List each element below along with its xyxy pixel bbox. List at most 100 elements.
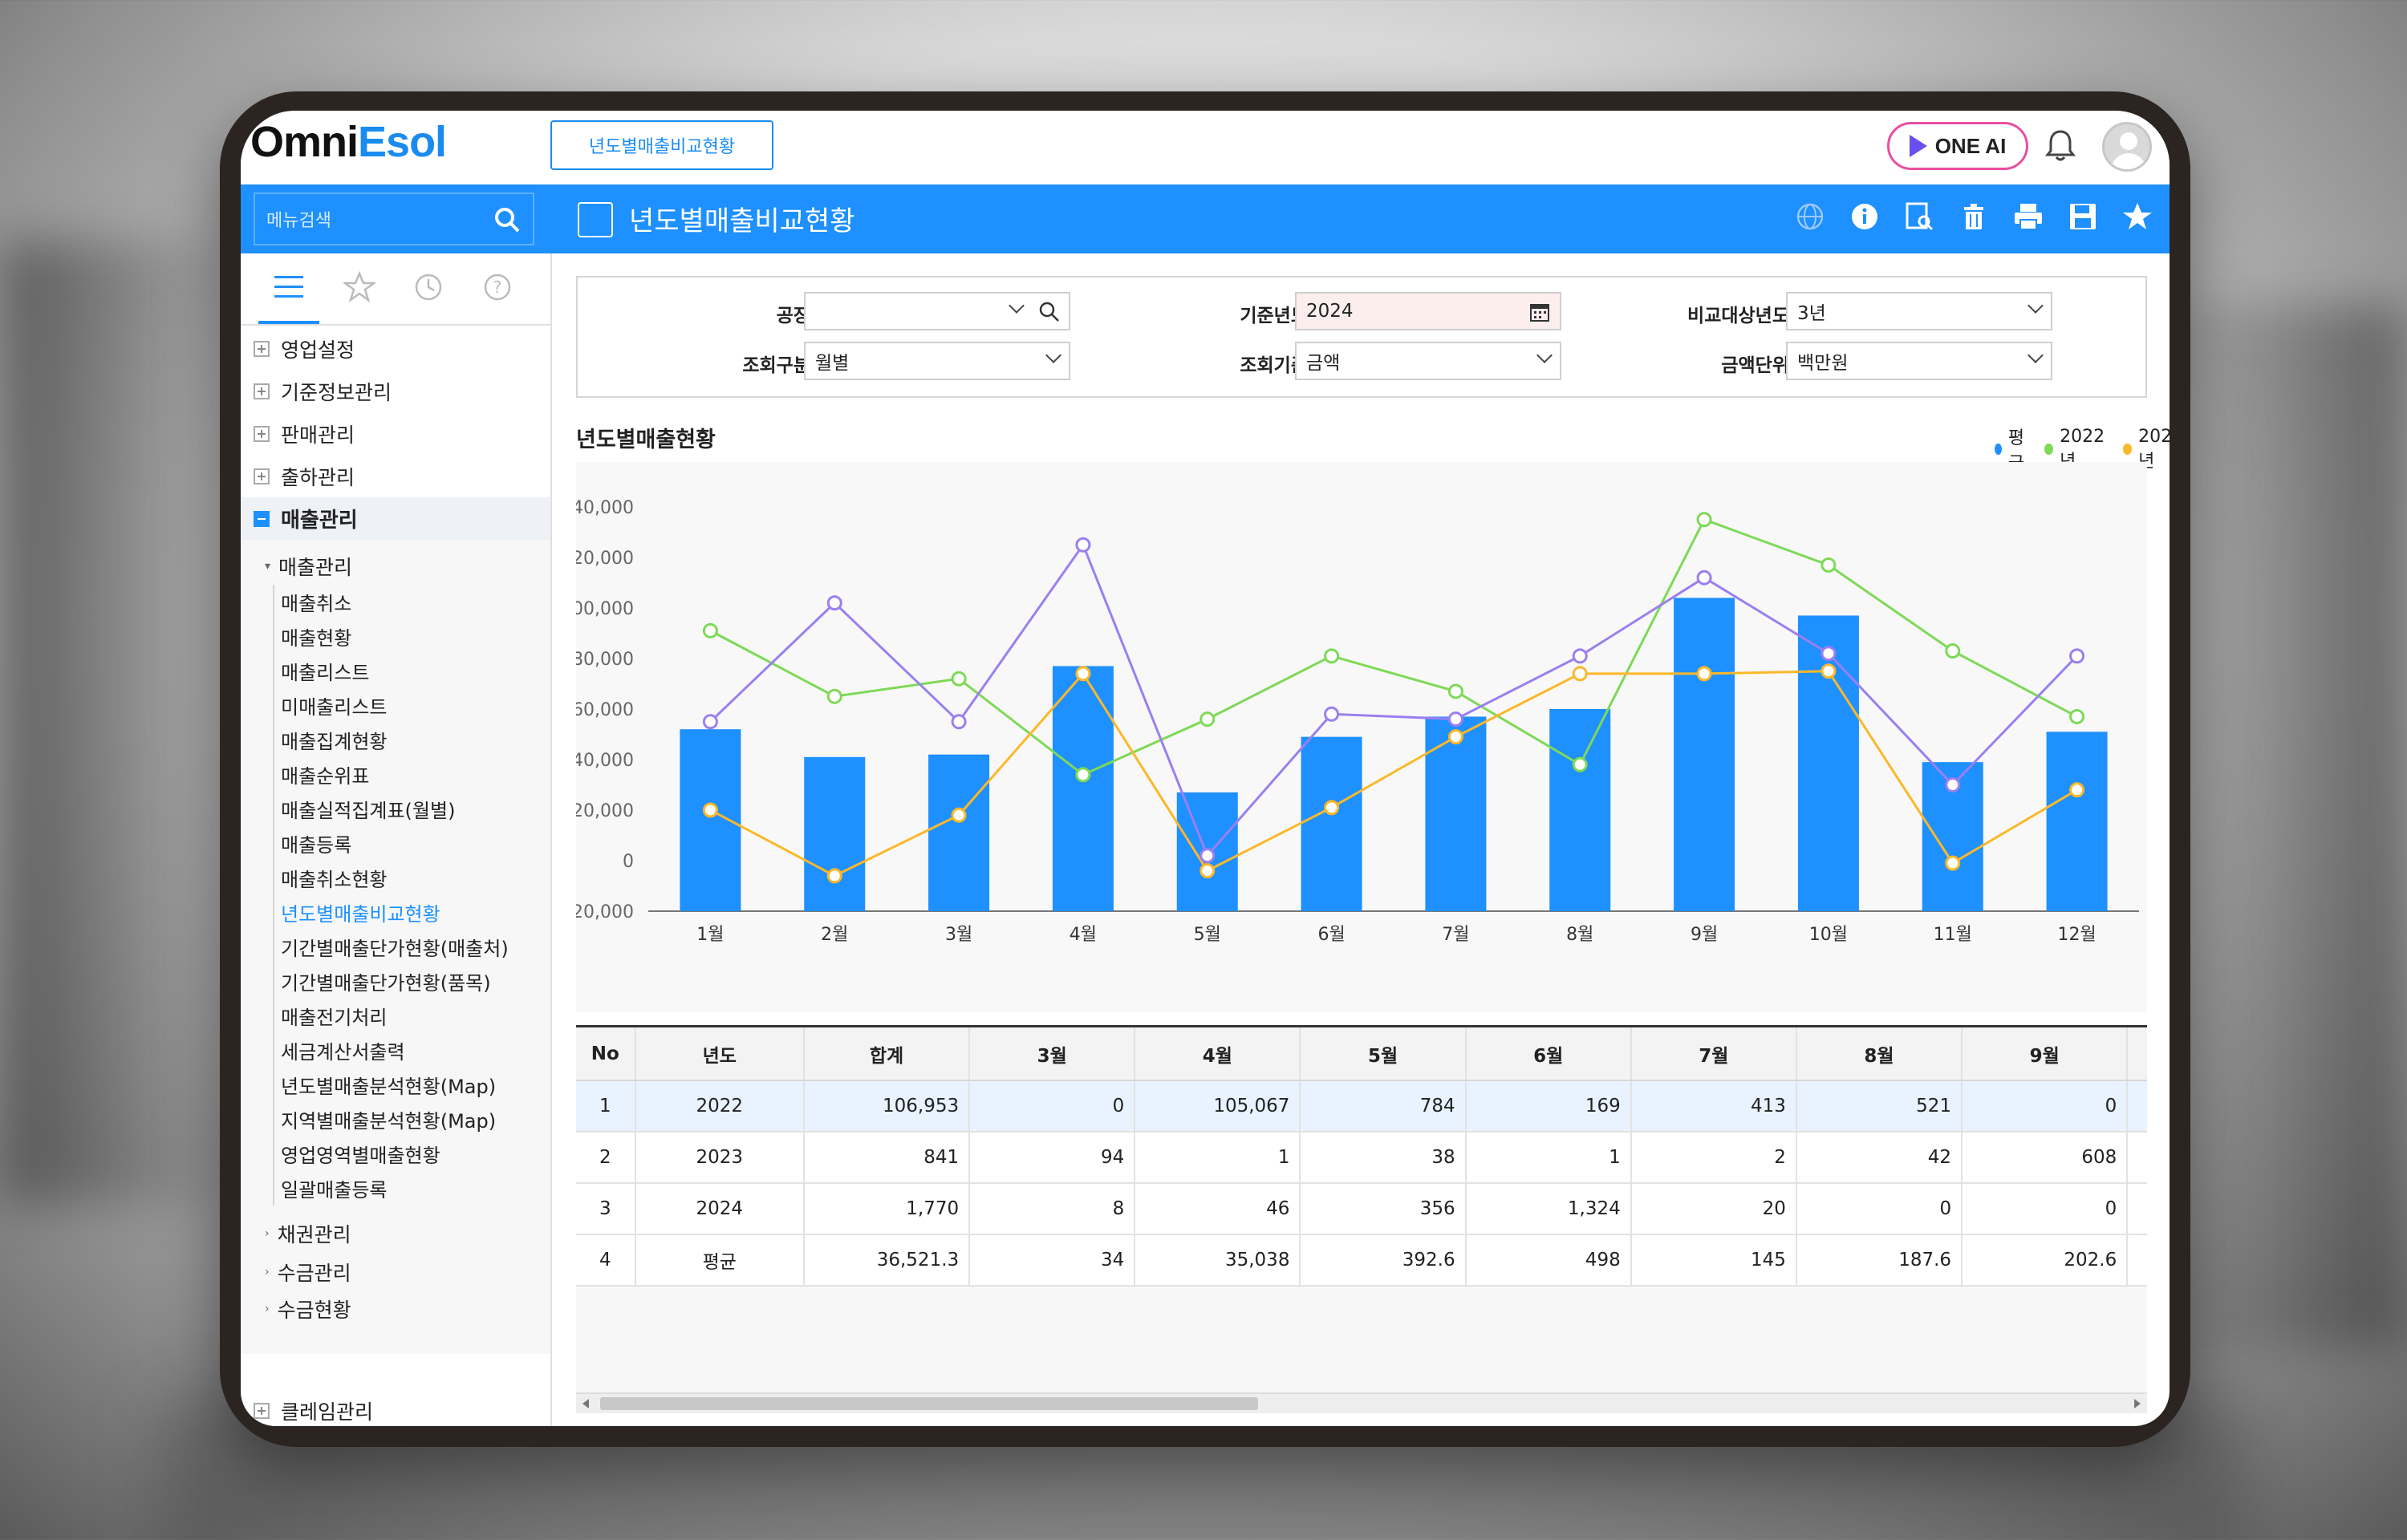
tab-history[interactable] xyxy=(398,271,459,324)
sales-chart: 140,000 120,000 100,000 80,000 60,000 40,000 2… xyxy=(561,498,2139,945)
menu-group-shipping[interactable]: 출하관리 xyxy=(241,455,550,497)
series-point xyxy=(1696,512,1712,528)
column-header[interactable]: 8월 xyxy=(1796,1027,1963,1081)
search-icon[interactable] xyxy=(493,205,522,234)
submenu-item[interactable]: 매출실적집계표(월별) xyxy=(241,792,550,826)
column-header[interactable]: 3월 xyxy=(969,1027,1136,1081)
table-cell: 38 xyxy=(1300,1132,1467,1184)
chevron-down-icon xyxy=(1045,347,1061,363)
scrollbar-thumb[interactable] xyxy=(600,1397,1258,1410)
submenu-collection-status[interactable]: › 수금현황 xyxy=(241,1291,550,1327)
sales-table: No년도합계3월4월5월6월7월8월9월10월 12022106,9530105… xyxy=(576,1027,2147,1287)
column-header[interactable]: 년도 xyxy=(635,1027,805,1081)
tab-menu-list[interactable] xyxy=(258,271,319,324)
query-basis-value: 금액 xyxy=(1306,353,1341,374)
series-point xyxy=(1696,666,1712,682)
open-page-tab[interactable]: 년도별매출비교현황 xyxy=(550,120,773,170)
horizontal-scrollbar[interactable] xyxy=(576,1392,2147,1413)
tab-favorites[interactable] xyxy=(329,271,390,324)
submenu-receivables[interactable]: › 채권관리 xyxy=(241,1214,550,1254)
base-year-input[interactable]: 2024 xyxy=(1295,292,1561,330)
page-title: 년도별매출비교현황 xyxy=(629,205,855,237)
user-avatar[interactable] xyxy=(2102,122,2152,172)
submenu-item[interactable]: 매출취소 xyxy=(241,585,550,619)
table-row[interactable]: 4 평균 36,521.3 34 35,038 392.6 498 145 187.6 202.6 xyxy=(576,1234,2147,1287)
column-header[interactable]: 4월 xyxy=(1134,1027,1301,1081)
series-point xyxy=(1572,648,1588,664)
menu-search-input[interactable]: 메뉴검색 xyxy=(254,192,534,245)
submenu-item[interactable]: 매출리스트 xyxy=(241,654,550,688)
submenu-item[interactable]: 일괄매출등록 xyxy=(241,1171,550,1206)
series-line xyxy=(709,542,2078,858)
column-header[interactable]: 합계 xyxy=(803,1027,971,1081)
submenu-item[interactable]: 년도별매출비교현황 xyxy=(241,895,550,930)
menu-group-sales-settings[interactable]: 영업설정 xyxy=(241,327,550,370)
column-header[interactable]: 6월 xyxy=(1465,1027,1632,1081)
submenu-item[interactable]: 년도별매출분석현황(Map) xyxy=(241,1068,550,1102)
menu-group-master-data[interactable]: 기준정보관리 xyxy=(241,370,550,412)
x-tick-label: 2월 xyxy=(821,925,848,945)
globe-icon[interactable] xyxy=(1794,201,1826,233)
search-filter-panel: 공장 기준년도 2024 비교대상년도 3년 조회구분 월별 조회기준 xyxy=(576,276,2147,398)
trash-icon[interactable] xyxy=(1958,201,1990,233)
submenu-item[interactable]: 기간별매출단가현황(매출처) xyxy=(241,930,550,964)
menu-group-sales-mgmt[interactable]: 판매관리 xyxy=(241,412,550,455)
table-cell: 1,324 xyxy=(1465,1183,1632,1235)
submenu-item[interactable]: 매출순위표 xyxy=(241,757,550,792)
x-tick-label: 11월 xyxy=(1934,925,1972,945)
table-cell: 2023 xyxy=(635,1132,805,1184)
query-basis-select[interactable]: 금액 xyxy=(1295,342,1561,380)
table-row[interactable]: 1 2022 106,953 0 105,067 784 169 413 521 0 xyxy=(576,1080,2147,1133)
one-ai-button[interactable]: ONE AI xyxy=(1887,122,2028,170)
column-header[interactable]: No xyxy=(576,1027,636,1081)
submenu-item[interactable]: 매출전기처리 xyxy=(241,999,550,1033)
submenu-collection[interactable]: › 수금관리 xyxy=(241,1254,550,1291)
submenu-item[interactable]: 매출등록 xyxy=(241,826,550,861)
scroll-right-arrow-icon[interactable] xyxy=(2134,1399,2141,1408)
query-type-select[interactable]: 월별 xyxy=(804,342,1070,380)
preview-icon[interactable] xyxy=(1903,201,1935,233)
table-row[interactable]: 3 2024 1,770 8 46 356 1,324 20 0 0 xyxy=(576,1183,2147,1235)
print-icon[interactable] xyxy=(2012,201,2044,233)
compare-years-select[interactable]: 3년 xyxy=(1786,292,2052,330)
series-point xyxy=(2069,648,2085,664)
legend-item[interactable]: 2023년 xyxy=(2123,424,2170,475)
calendar-icon[interactable] xyxy=(1529,302,1550,322)
column-header[interactable]: 10월 xyxy=(2127,1027,2147,1081)
submenu-revenue[interactable]: ▾ 매출관리 xyxy=(241,548,550,585)
series-point xyxy=(951,671,967,687)
star-icon[interactable] xyxy=(2121,201,2153,233)
submenu-item[interactable]: 영업영역별매출현황 xyxy=(241,1137,550,1171)
amount-unit-select[interactable]: 백만원 xyxy=(1786,342,2052,380)
app-logo[interactable]: OmniEsol xyxy=(250,117,447,167)
save-icon[interactable] xyxy=(2067,201,2099,233)
scroll-left-arrow-icon[interactable] xyxy=(582,1399,589,1408)
submenu-item[interactable]: 지역별매출분석현황(Map) xyxy=(241,1102,550,1137)
page-header: 년도별매출비교현황 xyxy=(552,184,2170,253)
column-header[interactable]: 7월 xyxy=(1630,1027,1797,1081)
submenu-item[interactable]: 기간별매출단가현황(품목) xyxy=(241,964,550,999)
x-tick-label: 1월 xyxy=(696,925,724,945)
factory-select[interactable] xyxy=(804,292,1070,330)
table-cell: 0 xyxy=(969,1080,1136,1133)
column-header[interactable]: 9월 xyxy=(1962,1027,2129,1081)
table-cell: 2024 xyxy=(635,1183,805,1235)
submenu-item[interactable]: 세금계산서출력 xyxy=(241,1033,550,1068)
sidebar-search-area: 메뉴검색 xyxy=(241,184,552,253)
submenu-item[interactable]: 매출취소현황 xyxy=(241,861,550,895)
table-body: 1 2022 106,953 0 105,067 784 169 413 521 0 2 2023 84… xyxy=(576,1080,2147,1287)
table-row[interactable]: 2 2023 841 94 1 38 1 2 42 608 xyxy=(576,1132,2147,1184)
bell-icon[interactable] xyxy=(2041,127,2080,165)
column-header[interactable]: 5월 xyxy=(1300,1027,1467,1081)
submenu-item[interactable]: 미매출리스트 xyxy=(241,688,550,723)
menu-group-revenue[interactable]: 매출관리 xyxy=(241,497,550,540)
info-icon[interactable] xyxy=(1849,201,1881,233)
series-point xyxy=(1572,666,1588,682)
search-icon[interactable] xyxy=(1038,301,1061,323)
menu-group-claims[interactable]: 클레임관리 xyxy=(241,1391,550,1426)
x-tick-label: 10월 xyxy=(1809,925,1848,945)
table-cell: 1,770 xyxy=(803,1183,971,1235)
submenu-item[interactable]: 매출현황 xyxy=(241,619,550,654)
tab-help[interactable]: ? xyxy=(467,271,528,324)
submenu-item[interactable]: 매출집계현황 xyxy=(241,723,550,757)
